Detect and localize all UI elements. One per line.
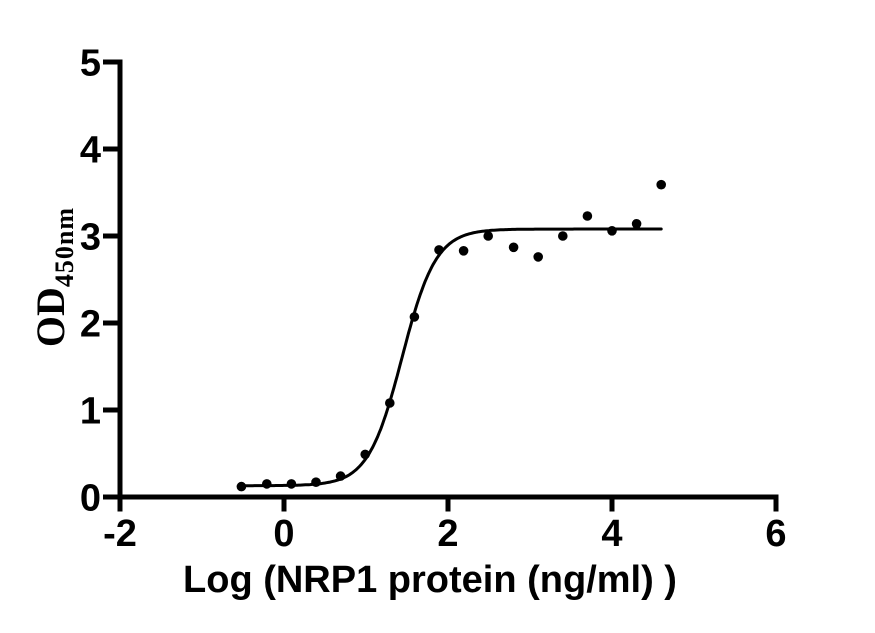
data-point [335,471,346,481]
data-point [533,252,543,262]
data-point [558,231,568,241]
axes [117,59,779,512]
x-axis-title: Log (NRP1 protein (ng/ml) ) [183,559,677,601]
data-point [286,479,297,489]
data-point [656,179,666,190]
data-point [434,245,444,255]
x-axis-ticks: -2 0 2 4 6 [103,497,787,555]
data-point [483,231,494,241]
data-point [607,226,617,236]
y-tick-label: 2 [80,304,101,346]
fit-curve [239,227,663,488]
y-tick-label: 0 [80,478,101,520]
x-tick-label: -2 [103,513,137,555]
data-point [458,246,469,256]
x-tick-label: 4 [601,513,622,555]
y-tick-label: 3 [80,217,101,259]
data-point [360,449,371,460]
data-point [631,219,642,229]
y-tick-label: 4 [80,130,101,172]
y-axis-title: OD450nm [28,207,79,347]
y-axis-ticks: 0 1 2 3 4 5 [80,43,120,520]
x-tick-label: 6 [765,513,786,555]
data-point [236,481,247,492]
data-point [409,312,420,322]
y-axis-title-main: OD [28,287,73,347]
fit-curve-layer [239,227,663,488]
y-axis-title-subscript: 450nm [50,207,79,287]
data-points-layer [236,179,666,492]
y-tick-label: 5 [80,43,101,85]
data-point [582,211,593,221]
x-tick-label: 0 [273,513,294,555]
data-point [385,398,395,408]
y-tick-label: 1 [80,391,101,433]
data-point [311,477,321,488]
x-tick-label: 2 [437,513,458,555]
data-point [508,242,519,253]
data-point [262,479,272,489]
